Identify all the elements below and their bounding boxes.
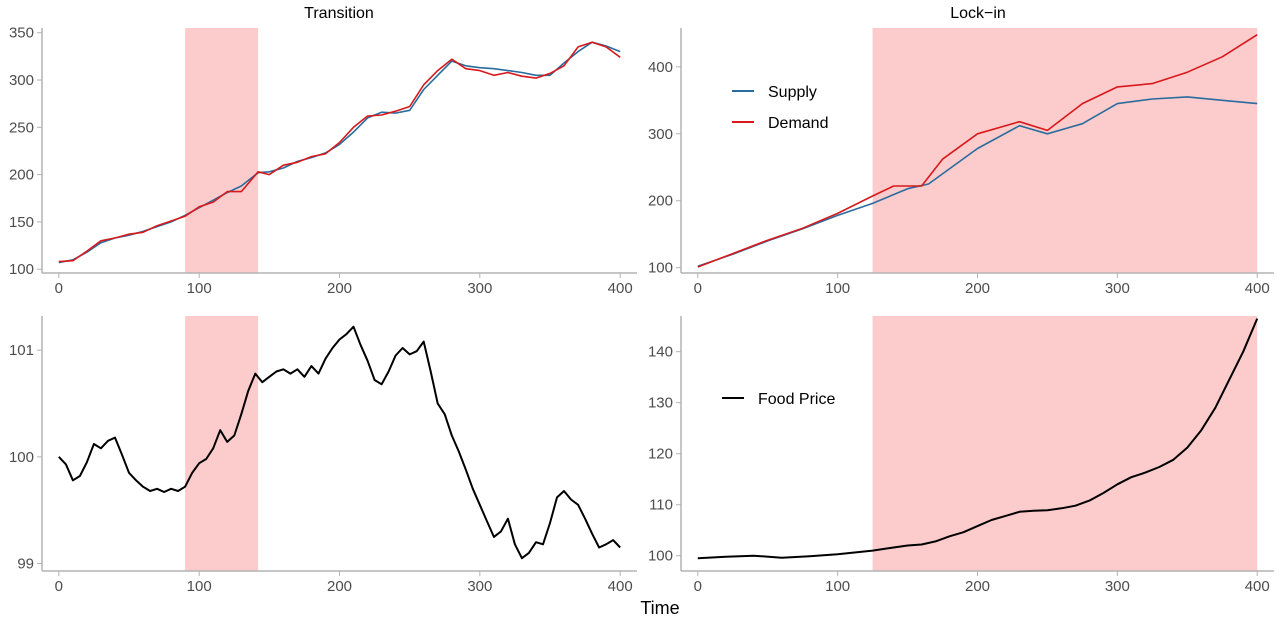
y-tick-label: 100	[9, 449, 34, 466]
panel-transition: Transition 0 100 200 300 400 100 150 200 250 300 3…	[9, 5, 637, 297]
y-tick-label: 150	[9, 214, 34, 231]
y-tick-label: 120	[648, 446, 673, 463]
series-line-1	[697, 34, 1258, 268]
x-tick-label: 0	[694, 280, 702, 297]
x-tick-label: 300	[467, 578, 492, 595]
y-tick-label: 100	[648, 260, 673, 277]
y-tick-label: 110	[649, 497, 673, 514]
x-tick-label: 300	[1105, 578, 1130, 595]
y-tick-label: 300	[9, 72, 34, 89]
series-line-0	[58, 325, 621, 560]
chart-title: Transition	[304, 5, 374, 22]
x-tick-label: 400	[608, 280, 633, 297]
x-tick-label: 200	[327, 280, 352, 297]
shaded-region	[872, 28, 1258, 273]
y-tick-label: 200	[648, 193, 673, 210]
y-tick-label: 100	[648, 548, 673, 565]
y-tick-label: 100	[9, 261, 34, 278]
x-tick-label: 100	[187, 578, 212, 595]
x-tick-label: 0	[694, 578, 702, 595]
x-tick-label: 0	[55, 578, 63, 595]
x-tick-label: 100	[825, 578, 850, 595]
series-line-1	[58, 41, 621, 263]
y-tick-label: 130	[648, 395, 673, 412]
y-tick-label: 99	[17, 556, 34, 573]
x-tick-label: 200	[965, 578, 990, 595]
panel-bottom-right: 0 100 200 300 400 100 110 120 130 140 Food Price	[648, 316, 1274, 595]
series-line-0	[58, 41, 621, 264]
x-tick-label: 100	[825, 280, 850, 297]
x-tick-label: 0	[55, 280, 63, 297]
x-tick-label: 300	[1105, 280, 1130, 297]
x-tick-label: 100	[187, 280, 212, 297]
y-tick-label: 250	[9, 119, 34, 136]
shaded-region	[185, 316, 259, 571]
x-tick-label: 200	[965, 280, 990, 297]
y-tick-label: 350	[9, 25, 34, 42]
x-tick-label: 400	[1245, 578, 1270, 595]
panel-lock-in: Lock−in 0 100 200 300 400 100 200 300 400 Supply D…	[648, 5, 1274, 297]
shaded-region	[185, 28, 259, 273]
y-tick-label: 140	[648, 344, 673, 361]
x-tick-label: 200	[327, 578, 352, 595]
legend-label: Supply	[768, 84, 817, 101]
x-tick-label: 400	[1245, 280, 1270, 297]
legend-label: Food Price	[758, 391, 835, 408]
x-tick-label: 300	[467, 280, 492, 297]
x-axis-label: Time	[640, 598, 679, 618]
y-tick-label: 300	[648, 126, 673, 143]
x-tick-label: 400	[608, 578, 633, 595]
y-tick-label: 200	[9, 167, 34, 184]
series-line-0	[697, 318, 1259, 560]
y-tick-label: 101	[9, 342, 34, 359]
panel-bottom-left: 0 100 200 300 400 99 100 101	[9, 316, 637, 595]
shaded-region	[872, 316, 1258, 571]
chart-title: Lock−in	[950, 5, 1006, 22]
legend-label: Demand	[768, 115, 828, 132]
y-tick-label: 400	[648, 59, 673, 76]
